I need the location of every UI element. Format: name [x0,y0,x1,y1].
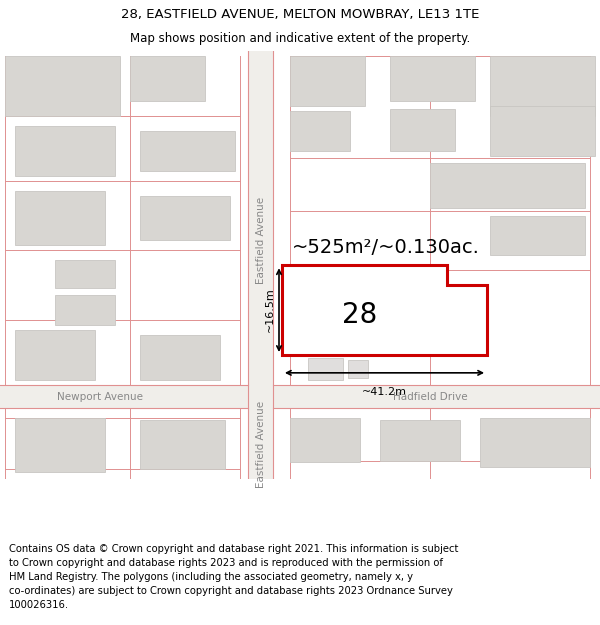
Bar [290,56,365,106]
Bar [490,216,585,256]
Text: Hadfield Drive: Hadfield Drive [392,392,467,402]
Text: ~41.2m: ~41.2m [362,387,407,397]
Bar [390,109,455,151]
Bar [140,419,225,469]
Text: Map shows position and indicative extent of the property.: Map shows position and indicative extent… [130,32,470,45]
Bar [480,418,590,468]
Bar [140,131,235,171]
Bar [430,162,585,208]
Bar [55,295,115,325]
Text: ~16.5m: ~16.5m [265,288,275,332]
Bar [380,419,460,461]
Bar [248,51,273,479]
Bar [273,385,600,408]
Bar [490,56,595,116]
Bar [348,360,368,378]
Bar [140,196,230,241]
Text: Eastfield Avenue: Eastfield Avenue [256,401,265,488]
Bar [390,56,475,101]
Bar [290,418,360,462]
Bar [290,111,350,151]
Polygon shape [282,265,487,355]
Bar [55,261,115,288]
Bar [15,418,105,472]
Text: ~525m²/~0.130ac.: ~525m²/~0.130ac. [292,238,480,257]
Text: Contains OS data © Crown copyright and database right 2021. This information is : Contains OS data © Crown copyright and d… [9,544,458,611]
Bar [130,56,205,101]
Text: Eastfield Avenue: Eastfield Avenue [256,197,265,284]
Bar [308,358,343,380]
Bar [15,191,105,246]
Bar [5,56,120,116]
Bar [15,330,95,380]
Bar [140,335,220,380]
Bar [0,385,248,408]
Text: Newport Avenue: Newport Avenue [57,392,143,402]
Text: 28, EASTFIELD AVENUE, MELTON MOWBRAY, LE13 1TE: 28, EASTFIELD AVENUE, MELTON MOWBRAY, LE… [121,8,479,21]
Bar [490,106,595,156]
Bar [15,126,115,176]
Text: 28: 28 [342,301,377,329]
